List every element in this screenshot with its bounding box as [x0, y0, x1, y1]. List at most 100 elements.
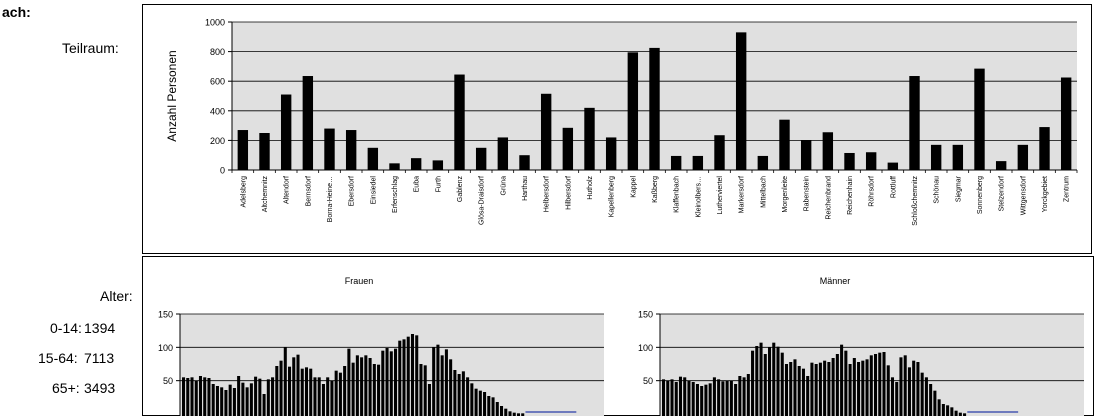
x-tick-label: Borna-Heine…	[327, 176, 334, 222]
bar	[793, 359, 797, 416]
teilraum-label: Teilraum:	[62, 40, 119, 56]
bar	[814, 364, 818, 416]
x-tick-label: Euba	[414, 176, 421, 192]
bar	[292, 357, 296, 416]
bar	[848, 364, 852, 416]
bar	[194, 380, 198, 416]
bar	[259, 133, 270, 170]
bar	[1017, 144, 1029, 170]
bar	[759, 342, 763, 416]
x-tick-label: Furth	[435, 176, 442, 192]
bar	[818, 362, 822, 416]
bar	[899, 357, 903, 416]
x-tick-label: Lutherviertel	[717, 176, 724, 215]
x-tick-label: Helbersdorf	[544, 176, 551, 212]
y-tick-label: 600	[210, 77, 225, 87]
bar	[258, 378, 262, 416]
x-tick-label: Mittelbach	[760, 176, 767, 208]
bar	[449, 359, 453, 416]
heading-fragment: ach:	[2, 4, 31, 20]
bar	[933, 390, 937, 416]
bar	[700, 386, 704, 416]
bar	[432, 160, 444, 170]
bar	[831, 358, 835, 416]
bar	[427, 384, 431, 416]
x-tick-label: Glösa-Draisdorf	[479, 176, 486, 225]
bar	[869, 355, 873, 416]
bar	[886, 365, 890, 416]
bar	[279, 360, 283, 416]
bar	[687, 380, 691, 416]
bar	[410, 334, 415, 416]
x-tick-label: Röhrsdorf	[869, 176, 876, 207]
bar	[478, 390, 482, 416]
bar	[882, 352, 886, 416]
bar	[360, 357, 364, 416]
bar	[483, 392, 487, 416]
bar	[410, 158, 422, 170]
bar	[190, 377, 194, 416]
bar	[691, 382, 695, 416]
bar	[712, 377, 716, 416]
bar	[806, 376, 810, 416]
bar	[444, 349, 448, 416]
bar	[423, 365, 427, 416]
bar	[351, 362, 355, 416]
bar	[385, 348, 389, 416]
bar	[317, 377, 321, 416]
bar	[271, 377, 275, 416]
bar	[924, 377, 928, 416]
bar	[734, 384, 738, 416]
bar	[844, 152, 855, 170]
bar	[368, 358, 372, 416]
bar	[797, 366, 801, 416]
bar	[343, 366, 347, 416]
bar	[768, 347, 772, 416]
x-tick-label: Reichenhain	[847, 176, 854, 215]
chart-title: Frauen	[345, 276, 374, 286]
bar	[835, 354, 839, 416]
bar	[907, 367, 911, 416]
bar	[801, 368, 805, 416]
teilraum-bar-chart: 0 200 400 600 800 1000 Anzahl Personen Adelsber…	[165, 18, 1078, 226]
bar	[823, 360, 827, 416]
bar	[296, 354, 300, 416]
x-tick-label: Adelsberg	[240, 176, 247, 208]
x-tick-label: Ebersdorf	[349, 176, 356, 206]
x-tick-label: Morgenleite	[782, 176, 789, 213]
bar	[810, 362, 814, 416]
teilraum-chart-panel: 0 200 400 600 800 1000 Anzahl Personen Adelsber…	[142, 4, 1092, 254]
y-tick-label: 800	[210, 47, 225, 57]
x-tick-label: Schönau	[934, 176, 941, 204]
x-tick-label: Kappel	[630, 176, 637, 198]
bar	[678, 376, 683, 416]
bar	[878, 352, 882, 416]
x-tick-label: Yorckgebiet	[1042, 176, 1049, 212]
age-group-value-65plus: 3493	[84, 380, 116, 396]
bar	[562, 127, 574, 170]
y-tick-label: 50	[163, 376, 173, 386]
bar	[974, 68, 985, 170]
bar	[302, 76, 314, 170]
x-tick-label: Altendorf	[284, 176, 291, 204]
x-tick-label: Hilbersdorf	[565, 176, 572, 210]
bar	[757, 155, 769, 170]
bar	[330, 380, 334, 416]
x-tick-label: Zentrum	[1064, 176, 1071, 202]
bar	[857, 362, 861, 416]
bar	[865, 152, 877, 170]
bar	[491, 397, 495, 416]
bar	[941, 404, 945, 416]
y-tick-label: 200	[210, 136, 225, 146]
bar	[763, 354, 767, 416]
bar	[916, 362, 920, 416]
bar	[440, 355, 444, 416]
bar	[500, 406, 504, 416]
bar	[920, 372, 924, 416]
bar	[241, 382, 245, 416]
x-tick-label: Kapellenberg	[609, 176, 616, 217]
y-tick-label: 50	[643, 376, 653, 386]
x-tick-label: Wittgensdorf	[1020, 176, 1027, 215]
bar	[326, 377, 330, 416]
bar	[784, 364, 789, 416]
